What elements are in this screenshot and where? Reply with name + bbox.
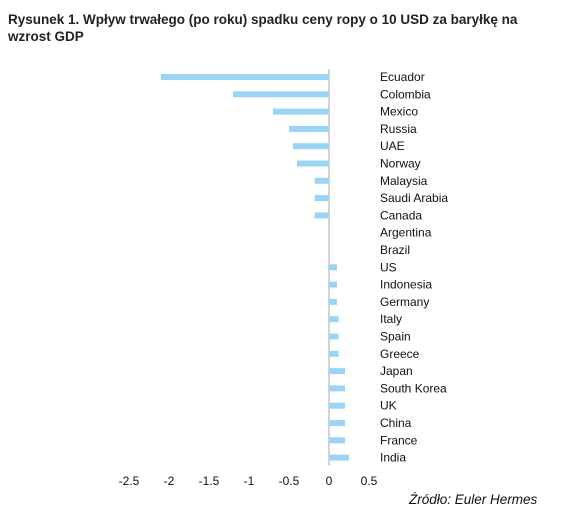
bar-us — [329, 264, 337, 271]
bar-china — [329, 420, 345, 426]
bar-norway — [297, 160, 329, 167]
category-label-ecuador: Ecuador — [380, 70, 425, 84]
bar-mexico — [273, 108, 329, 115]
category-label-uk: UK — [380, 399, 397, 413]
category-label-canada: Canada — [380, 208, 422, 222]
bar-japan — [329, 368, 345, 375]
bar-india — [329, 454, 349, 461]
category-label-us: US — [380, 260, 397, 274]
category-label-mexico: Mexico — [380, 105, 418, 119]
bar-canada — [314, 212, 329, 219]
category-label-russia: Russia — [380, 122, 417, 136]
x-tick-label: -2 — [164, 474, 175, 488]
x-tick-labels: -2.5 -2 -1.5 -1 -0.5 0 0.5 — [119, 474, 378, 488]
bar-italy — [329, 316, 339, 323]
category-label-india: India — [380, 451, 406, 465]
category-label-italy: Italy — [380, 312, 402, 326]
category-label-saudi-arabia: Saudi Arabia — [380, 191, 448, 205]
source-note: Źródło: Euler Hermes — [409, 492, 538, 507]
bar-uae — [293, 143, 329, 150]
bar-spain — [329, 333, 339, 340]
bar-russia — [289, 125, 329, 132]
category-label-uae: UAE — [380, 139, 405, 153]
category-label-norway: Norway — [380, 157, 421, 171]
x-tick-label: -0.5 — [279, 474, 300, 488]
bar-greece — [329, 350, 339, 357]
category-label-france: France — [380, 433, 418, 447]
category-label-argentina: Argentina — [380, 226, 432, 240]
bar-france — [329, 437, 345, 444]
x-tick-label: -2.5 — [119, 474, 140, 488]
x-tick-label: -1.5 — [199, 474, 220, 488]
x-tick-label: 0.5 — [361, 474, 378, 488]
category-label-germany: Germany — [380, 295, 429, 309]
category-label-south-korea: South Korea — [380, 381, 447, 395]
category-label-malaysia: Malaysia — [380, 174, 428, 188]
bar-colombia — [233, 91, 329, 98]
category-labels: Ecuador Colombia Mexico Russia UAE Norway Mala… — [380, 70, 448, 465]
bar-germany — [329, 298, 337, 305]
category-label-brazil: Brazil — [380, 243, 410, 257]
chart-title: Rysunek 1. Wpływ trwałego (po roku) spad… — [8, 12, 518, 44]
x-tick-label: 0 — [326, 474, 333, 488]
category-label-japan: Japan — [380, 364, 413, 378]
bar-malaysia — [314, 177, 329, 184]
category-label-colombia: Colombia — [380, 87, 431, 101]
bars-group — [161, 74, 349, 461]
category-label-indonesia: Indonesia — [380, 278, 432, 292]
bar-south-korea — [329, 385, 345, 392]
bar-uk — [329, 402, 345, 409]
category-label-spain: Spain — [380, 330, 411, 344]
bar-ecuador — [161, 74, 329, 80]
x-tick-label: -1 — [244, 474, 255, 488]
category-label-china: China — [380, 416, 412, 430]
bar-indonesia — [329, 281, 337, 288]
bar-saudi-arabia — [314, 195, 329, 202]
category-label-greece: Greece — [380, 347, 420, 361]
